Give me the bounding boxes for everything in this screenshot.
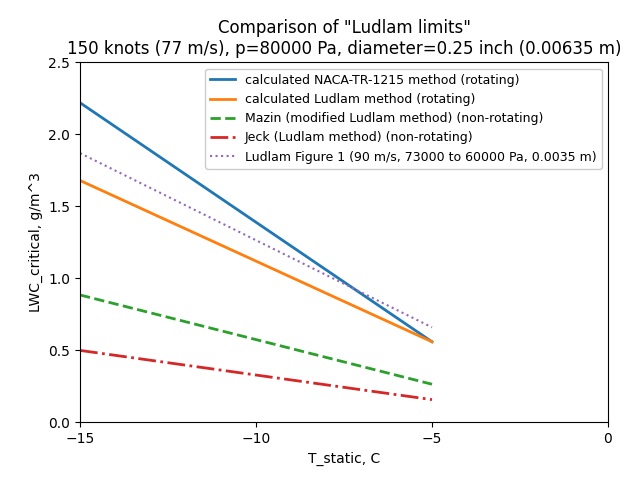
Legend: calculated NACA-TR-1215 method (rotating), calculated Ludlam method (rotating), : calculated NACA-TR-1215 method (rotating…: [205, 69, 602, 168]
Jeck (Ludlam method) (non-rotating): [76, 348, 84, 353]
calculated NACA-TR-1215 method (rotating): [76, 100, 84, 106]
calculated Ludlam method (rotating): [428, 339, 436, 345]
Title: Comparison of "Ludlam limits"
150 knots (77 m/s), p=80000 Pa, diameter=0.25 inch: Comparison of "Ludlam limits" 150 knots …: [67, 19, 621, 58]
Line: calculated Ludlam method (rotating): calculated Ludlam method (rotating): [80, 180, 432, 342]
calculated Ludlam method (rotating): [76, 178, 84, 183]
Ludlam Figure 1 (90 m/s, 73000 to 60000 Pa, 0.0035 m): [76, 150, 84, 156]
Line: Jeck (Ludlam method) (non-rotating): Jeck (Ludlam method) (non-rotating): [80, 350, 432, 400]
Line: Ludlam Figure 1 (90 m/s, 73000 to 60000 Pa, 0.0035 m): Ludlam Figure 1 (90 m/s, 73000 to 60000 …: [80, 153, 432, 327]
Jeck (Ludlam method) (non-rotating): [428, 397, 436, 403]
Mazin (modified Ludlam method) (non-rotating): [428, 381, 436, 387]
Ludlam Figure 1 (90 m/s, 73000 to 60000 Pa, 0.0035 m): [428, 324, 436, 330]
Mazin (modified Ludlam method) (non-rotating): [76, 292, 84, 298]
Y-axis label: LWC_critical, g/m^3: LWC_critical, g/m^3: [29, 172, 43, 312]
calculated NACA-TR-1215 method (rotating): [428, 339, 436, 345]
Line: calculated NACA-TR-1215 method (rotating): calculated NACA-TR-1215 method (rotating…: [80, 103, 432, 342]
Line: Mazin (modified Ludlam method) (non-rotating): Mazin (modified Ludlam method) (non-rota…: [80, 295, 432, 384]
X-axis label: T_static, C: T_static, C: [308, 452, 380, 466]
